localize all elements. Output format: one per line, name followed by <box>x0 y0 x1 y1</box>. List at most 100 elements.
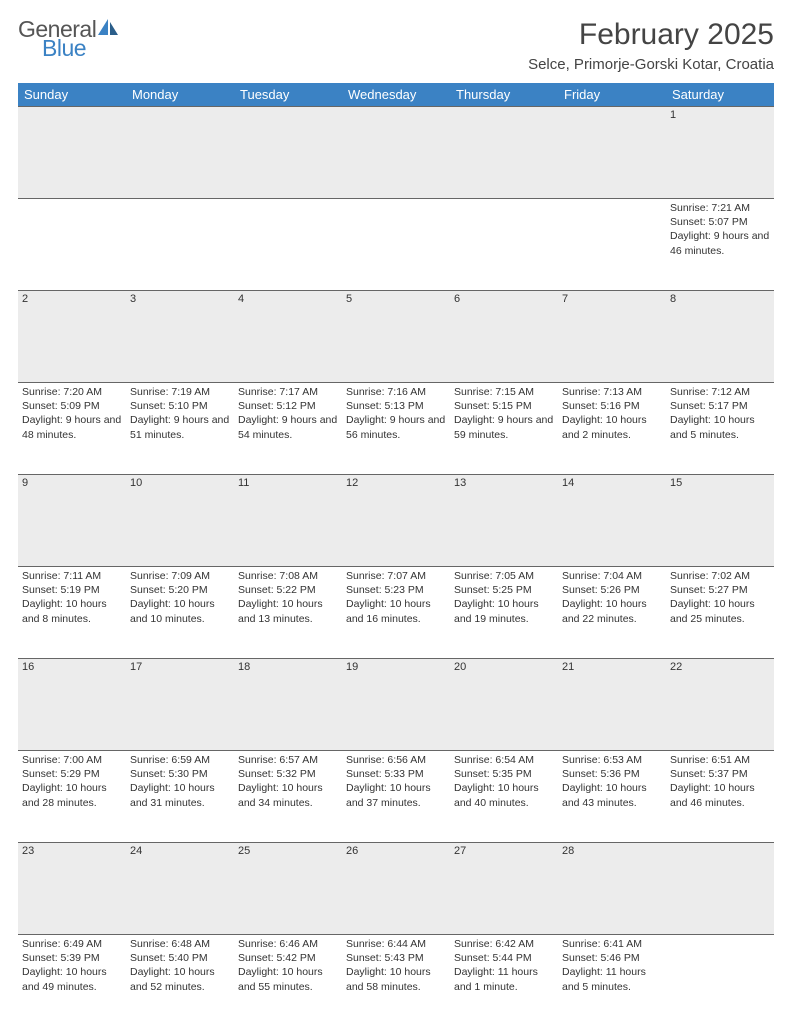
sunset-text: Sunset: 5:12 PM <box>238 399 338 413</box>
sunset-text: Sunset: 5:17 PM <box>670 399 770 413</box>
sunset-text: Sunset: 5:32 PM <box>238 767 338 781</box>
daylight-text: Daylight: 10 hours and 31 minutes. <box>130 781 230 809</box>
sunset-text: Sunset: 5:13 PM <box>346 399 446 413</box>
day-cell: Sunrise: 6:57 AMSunset: 5:32 PMDaylight:… <box>234 751 342 843</box>
calendar-table: Sunday Monday Tuesday Wednesday Thursday… <box>18 83 774 1027</box>
sunrise-text: Sunrise: 6:54 AM <box>454 753 554 767</box>
day-details: Sunrise: 6:59 AMSunset: 5:30 PMDaylight:… <box>130 753 230 810</box>
day-number: 25 <box>234 843 342 935</box>
day-details: Sunrise: 6:48 AMSunset: 5:40 PMDaylight:… <box>130 937 230 994</box>
day-cell <box>666 935 774 1027</box>
day-cell: Sunrise: 7:08 AMSunset: 5:22 PMDaylight:… <box>234 567 342 659</box>
day-cell: Sunrise: 6:56 AMSunset: 5:33 PMDaylight:… <box>342 751 450 843</box>
daynum-row: 2345678 <box>18 291 774 383</box>
sunrise-text: Sunrise: 7:17 AM <box>238 385 338 399</box>
sunrise-text: Sunrise: 6:49 AM <box>22 937 122 951</box>
sunrise-text: Sunrise: 7:04 AM <box>562 569 662 583</box>
calendar-header-row: Sunday Monday Tuesday Wednesday Thursday… <box>18 83 774 107</box>
day-details: Sunrise: 7:08 AMSunset: 5:22 PMDaylight:… <box>238 569 338 626</box>
sunset-text: Sunset: 5:07 PM <box>670 215 770 229</box>
day-cell: Sunrise: 7:07 AMSunset: 5:23 PMDaylight:… <box>342 567 450 659</box>
sunset-text: Sunset: 5:40 PM <box>130 951 230 965</box>
sunrise-text: Sunrise: 7:00 AM <box>22 753 122 767</box>
daynum-row: 9101112131415 <box>18 475 774 567</box>
daynum-row: 1 <box>18 107 774 199</box>
dow-thursday: Thursday <box>450 83 558 107</box>
daylight-text: Daylight: 11 hours and 1 minute. <box>454 965 554 993</box>
week-row: Sunrise: 7:20 AMSunset: 5:09 PM Daylight:… <box>18 383 774 475</box>
day-cell: Sunrise: 6:42 AMSunset: 5:44 PMDaylight:… <box>450 935 558 1027</box>
sunrise-text: Sunrise: 6:56 AM <box>346 753 446 767</box>
sunset-text: Sunset: 5:39 PM <box>22 951 122 965</box>
day-number: 14 <box>558 475 666 567</box>
sunset-text: Sunset: 5:09 PM <box>22 399 122 413</box>
day-cell: Sunrise: 6:44 AMSunset: 5:43 PMDaylight:… <box>342 935 450 1027</box>
day-details: Sunrise: 6:42 AMSunset: 5:44 PMDaylight:… <box>454 937 554 994</box>
day-cell: Sunrise: 7:19 AMSunset: 5:10 PMDaylight:… <box>126 383 234 475</box>
day-details: Sunrise: 7:05 AMSunset: 5:25 PMDaylight:… <box>454 569 554 626</box>
day-number <box>126 107 234 199</box>
day-number: 22 <box>666 659 774 751</box>
daylight-text: Daylight: 10 hours and 37 minutes. <box>346 781 446 809</box>
dow-friday: Friday <box>558 83 666 107</box>
day-number: 20 <box>450 659 558 751</box>
dow-monday: Monday <box>126 83 234 107</box>
sunset-text: Sunset: 5:29 PM <box>22 767 122 781</box>
day-number: 3 <box>126 291 234 383</box>
daynum-row: 16171819202122 <box>18 659 774 751</box>
sunrise-text: Sunrise: 7:02 AM <box>670 569 770 583</box>
day-number: 24 <box>126 843 234 935</box>
day-details: Sunrise: 6:53 AMSunset: 5:36 PMDaylight:… <box>562 753 662 810</box>
daylight-text: Daylight: 11 hours and 5 minutes. <box>562 965 662 993</box>
dow-saturday: Saturday <box>666 83 774 107</box>
sunset-text: Sunset: 5:33 PM <box>346 767 446 781</box>
sunrise-text: Sunrise: 7:19 AM <box>130 385 230 399</box>
day-cell: Sunrise: 6:46 AMSunset: 5:42 PMDaylight:… <box>234 935 342 1027</box>
day-details: Sunrise: 7:15 AMSunset: 5:15 PMDaylight:… <box>454 385 554 442</box>
day-number: 10 <box>126 475 234 567</box>
day-number: 17 <box>126 659 234 751</box>
sunrise-text: Sunrise: 7:21 AM <box>670 201 770 215</box>
daylight-text: Daylight: 10 hours and 34 minutes. <box>238 781 338 809</box>
daylight-text: Daylight: 10 hours and 28 minutes. <box>22 781 122 809</box>
day-number <box>450 107 558 199</box>
daylight-text: Daylight: 10 hours and 40 minutes. <box>454 781 554 809</box>
day-number: 9 <box>18 475 126 567</box>
week-row: Sunrise: 7:00 AMSunset: 5:29 PMDaylight:… <box>18 751 774 843</box>
day-number <box>558 107 666 199</box>
sunset-text: Sunset: 5:19 PM <box>22 583 122 597</box>
sunrise-text: Sunrise: 7:16 AM <box>346 385 446 399</box>
sunset-text: Sunset: 5:16 PM <box>562 399 662 413</box>
day-number: 6 <box>450 291 558 383</box>
day-cell <box>342 199 450 291</box>
sunrise-text: Sunrise: 7:09 AM <box>130 569 230 583</box>
day-cell <box>450 199 558 291</box>
day-cell: Sunrise: 6:48 AMSunset: 5:40 PMDaylight:… <box>126 935 234 1027</box>
sunset-text: Sunset: 5:22 PM <box>238 583 338 597</box>
day-details: Sunrise: 7:21 AMSunset: 5:07 PMDaylight:… <box>670 201 770 258</box>
sunrise-text: Sunrise: 6:51 AM <box>670 753 770 767</box>
daylight-text: Daylight: 10 hours and 5 minutes. <box>670 413 770 441</box>
day-number: 7 <box>558 291 666 383</box>
day-details: Sunrise: 7:04 AMSunset: 5:26 PMDaylight:… <box>562 569 662 626</box>
sunrise-text: Sunrise: 7:15 AM <box>454 385 554 399</box>
day-number: 16 <box>18 659 126 751</box>
day-cell: Sunrise: 7:12 AMSunset: 5:17 PMDaylight:… <box>666 383 774 475</box>
day-cell: Sunrise: 7:09 AMSunset: 5:20 PMDaylight:… <box>126 567 234 659</box>
sunset-text: Sunset: 5:42 PM <box>238 951 338 965</box>
day-number: 18 <box>234 659 342 751</box>
sunrise-text: Sunrise: 7:11 AM <box>22 569 122 583</box>
calendar-body: 1Sunrise: 7:21 AMSunset: 5:07 PMDaylight… <box>18 107 774 1027</box>
day-details: Sunrise: 7:17 AMSunset: 5:12 PMDaylight:… <box>238 385 338 442</box>
day-cell: Sunrise: 6:51 AMSunset: 5:37 PMDaylight:… <box>666 751 774 843</box>
day-number: 26 <box>342 843 450 935</box>
day-details: Sunrise: 7:19 AMSunset: 5:10 PMDaylight:… <box>130 385 230 442</box>
day-cell: Sunrise: 7:02 AMSunset: 5:27 PMDaylight:… <box>666 567 774 659</box>
day-cell: Sunrise: 7:21 AMSunset: 5:07 PMDaylight:… <box>666 199 774 291</box>
day-details: Sunrise: 7:02 AMSunset: 5:27 PMDaylight:… <box>670 569 770 626</box>
sunrise-text: Sunrise: 7:20 AM <box>22 385 122 399</box>
day-number: 13 <box>450 475 558 567</box>
sunrise-text: Sunrise: 6:44 AM <box>346 937 446 951</box>
day-cell: Sunrise: 7:11 AMSunset: 5:19 PMDaylight:… <box>18 567 126 659</box>
day-details: Sunrise: 7:13 AMSunset: 5:16 PMDaylight:… <box>562 385 662 442</box>
